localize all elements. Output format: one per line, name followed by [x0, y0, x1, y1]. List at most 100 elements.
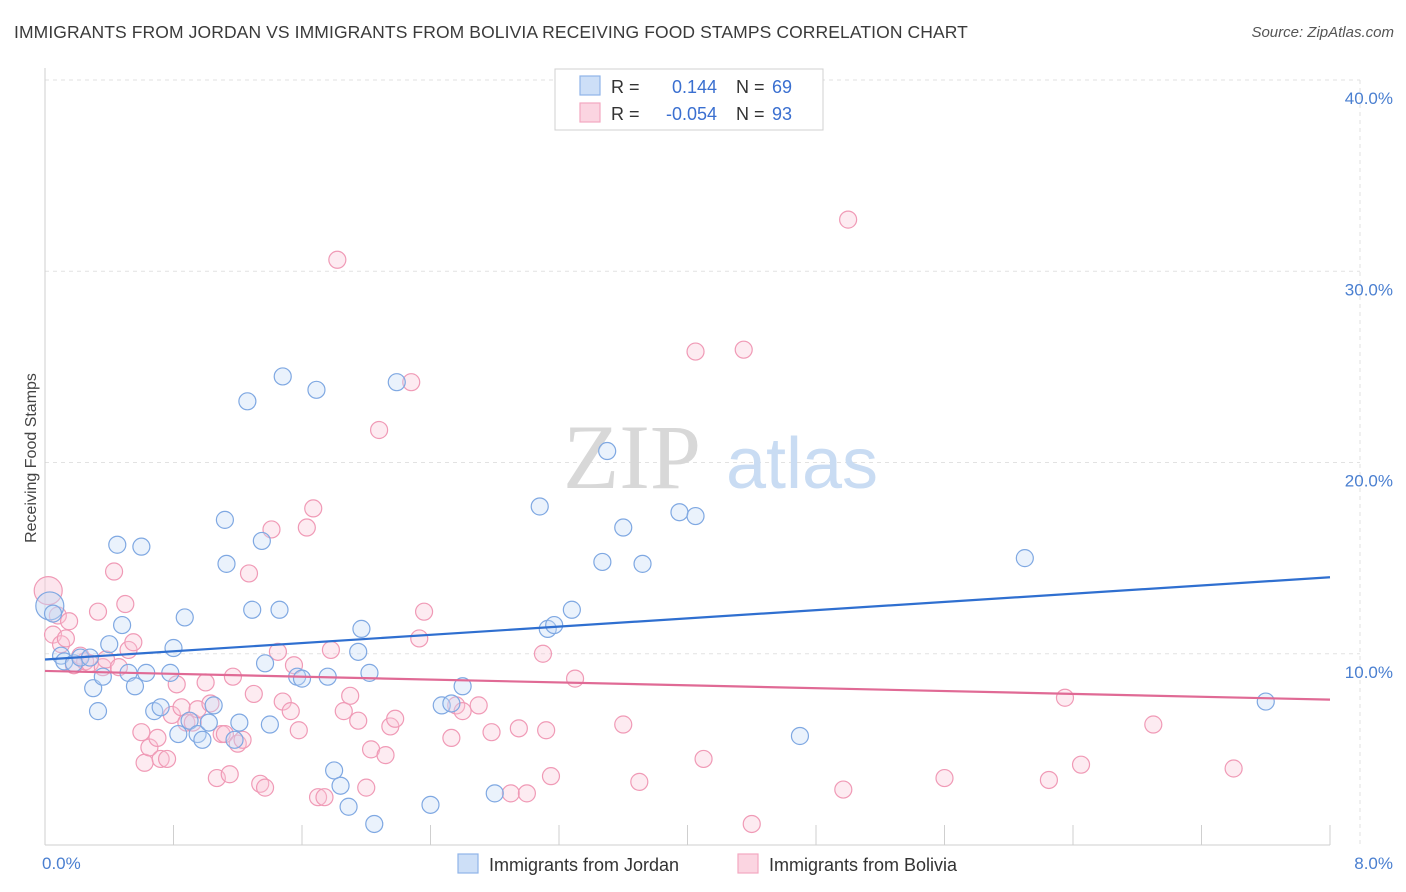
jordan-point — [225, 730, 244, 749]
bolivia-point — [334, 702, 353, 721]
jordan-point — [307, 380, 326, 399]
bolivia-point — [1144, 715, 1163, 734]
jordan-point — [270, 600, 289, 619]
legend-r-value-2: -0.054 — [666, 104, 717, 124]
jordan-point — [598, 441, 617, 461]
bolivia-point — [537, 721, 556, 740]
jordan-point — [132, 537, 151, 556]
bolivia-point — [694, 749, 713, 769]
legend-r-value-1: 0.144 — [672, 77, 717, 97]
jordan-point — [255, 654, 275, 673]
bolivia-point — [304, 499, 323, 518]
legend-n-label-2: N = — [736, 104, 765, 124]
source-label: Source: ZipAtlas.com — [1251, 24, 1394, 41]
bolivia-point — [533, 644, 553, 663]
jordan-point — [204, 696, 223, 715]
bolivia-point — [501, 784, 520, 803]
jordan-point — [339, 797, 358, 816]
correlation-legend: R = 0.144 N = 69 R = -0.054 N = 93 — [554, 68, 824, 131]
jordan-point — [485, 784, 504, 803]
trend-lines — [44, 576, 1331, 701]
jordan-point — [215, 510, 234, 529]
series-legend-swatch-bolivia — [737, 853, 759, 874]
bolivia-point — [1224, 759, 1243, 778]
bolivia-point — [1055, 688, 1075, 707]
bolivia-point — [565, 669, 585, 688]
jordan-point — [1256, 692, 1275, 711]
jordan-point — [230, 713, 249, 732]
bolivia-point — [614, 715, 633, 734]
jordan-point — [686, 506, 705, 526]
jordan-point — [545, 615, 564, 635]
bolivia-point — [308, 788, 328, 807]
legend-r-label-1: R = — [611, 77, 640, 97]
bolivia-point — [442, 728, 461, 748]
jordan-point — [325, 761, 344, 780]
bolivia-point — [1071, 755, 1091, 774]
jordan-point — [453, 677, 472, 696]
jordan-point — [292, 669, 312, 688]
jordan-point — [530, 497, 549, 516]
jordan-point — [188, 724, 207, 744]
jordan-point — [670, 503, 689, 522]
bolivia-point — [183, 713, 202, 732]
y-axis-label: Receiving Food Stamps — [23, 373, 40, 543]
jordan-point — [238, 392, 257, 411]
legend-n-value-1: 69 — [772, 77, 792, 97]
y-tick-label-1: 20.0% — [1345, 472, 1393, 491]
bolivia-point — [357, 778, 376, 797]
trend-line-1 — [44, 669, 1331, 701]
bolivia-point — [148, 728, 167, 748]
bolivia-point — [630, 772, 649, 791]
bolivia-point — [742, 814, 761, 834]
bolivia-point — [157, 749, 177, 769]
bolivia-point — [104, 562, 124, 581]
bolivia-point — [132, 723, 151, 742]
jordan-point — [252, 531, 271, 551]
bolivia-point — [255, 778, 275, 797]
jordan-point — [331, 776, 350, 795]
trend-line-0 — [44, 576, 1331, 661]
bolivia-point — [482, 723, 501, 742]
axes — [44, 68, 1331, 846]
bolivia-point — [935, 768, 954, 788]
legend-swatch-bolivia — [579, 102, 601, 123]
jordan-point — [180, 711, 199, 730]
bolivia-point — [341, 686, 360, 705]
x-tick-label-1: 8.0% — [1354, 854, 1393, 873]
jordan-point — [273, 367, 292, 386]
series-legend: Immigrants from Jordan Immigrants from B… — [457, 853, 958, 875]
bolivia-point — [541, 767, 561, 786]
bolivia-point — [1039, 770, 1059, 790]
x-tick-label-0: 0.0% — [42, 854, 81, 873]
legend-swatch-jordan — [579, 75, 601, 96]
bolivia-point — [244, 684, 263, 704]
bolivia-point — [196, 673, 215, 692]
jordan-point — [151, 698, 170, 717]
bolivia-point — [328, 250, 347, 269]
jordan-point — [100, 635, 119, 654]
bolivia-point — [370, 420, 389, 440]
bolivia-point — [297, 518, 316, 537]
bolivia-point — [402, 373, 421, 392]
bolivia-point — [116, 594, 135, 614]
bolivia-point — [349, 711, 368, 730]
bolivia-points — [33, 210, 1243, 834]
bolivia-point — [167, 675, 186, 694]
legend-n-label-1: N = — [736, 77, 765, 97]
jordan-point — [243, 600, 262, 619]
bolivia-point — [215, 724, 234, 744]
jordan-point — [387, 373, 406, 392]
jordan-point — [593, 552, 612, 572]
jordan-point — [790, 726, 810, 746]
jordan-point — [164, 638, 183, 658]
bolivia-point — [109, 658, 128, 677]
jordan-point — [1015, 549, 1034, 568]
jordan-point — [349, 642, 368, 661]
bolivia-point — [410, 629, 429, 648]
jordan-point — [125, 677, 145, 696]
bolivia-point — [289, 721, 308, 740]
y-axis-label-text: Receiving Food Stamps — [23, 373, 40, 543]
jordan-point — [260, 715, 279, 734]
